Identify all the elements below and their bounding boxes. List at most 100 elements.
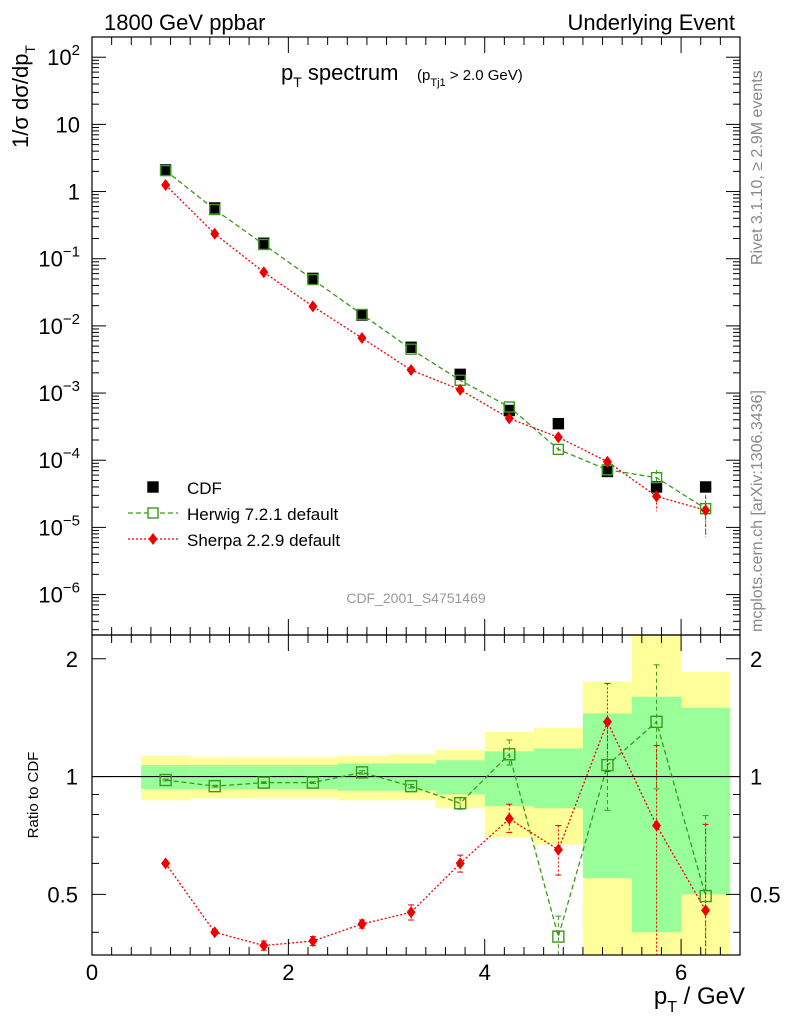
main-ytick-exp: −4 (63, 445, 80, 462)
ratio-sherpa-point-7 (504, 812, 514, 825)
ratio-xtick-label-0: 0 (86, 960, 98, 985)
main-series (159, 164, 712, 537)
sherpa-point-0 (161, 179, 171, 192)
main-ytick-exp: 2 (72, 42, 80, 59)
main-ytick-base: 10 (38, 583, 62, 608)
cdf-point-8 (552, 417, 565, 430)
main-ytick-label-6: 1 (68, 180, 80, 205)
band-inner-11 (681, 707, 731, 895)
main-ytick-base: 10 (38, 247, 62, 272)
ratio-herwig-point-8 (552, 930, 565, 943)
cdf-point-6 (454, 368, 466, 381)
ratio-ytick-label-left-2: 2 (66, 647, 78, 672)
ratio-sherpa-point-5 (406, 906, 416, 919)
main-ytick-label-3: 10−3 (38, 378, 80, 406)
ratio-sherpa-point-4 (357, 918, 367, 931)
legend-sherpa-marker (148, 533, 158, 545)
main-ytick-label-2: 10−4 (38, 445, 80, 473)
main-ytick-base: 10 (38, 515, 62, 540)
herwig-point-8 (552, 443, 565, 456)
x-axis-label: pT / GeV (654, 983, 745, 1016)
herwig-point-0 (159, 164, 172, 177)
ratio-ytick-label-right-0: 0.5 (750, 882, 781, 907)
ratio-herwig-point-11 (699, 889, 712, 903)
ratio-series (159, 664, 712, 955)
legend-label-1: Herwig 7.2.1 default (187, 505, 338, 524)
plot-title: pT spectrum (281, 60, 398, 90)
sherpa-point-11 (701, 504, 711, 517)
ratio-herwig-line (165, 720, 707, 940)
main-ytick-base: 10 (38, 448, 62, 473)
herwig-line (165, 170, 706, 510)
main-ytick-base: 10 (47, 45, 71, 70)
legend: CDF Herwig 7.2.1 default Sherpa 2.2.9 defa… (128, 479, 340, 550)
rivet-label: Rivet 3.1.10, ≥ 2.9M events (749, 70, 766, 265)
main-ytick-label-5: 10−1 (38, 244, 80, 272)
sherpa-point-8 (553, 431, 563, 444)
main-ytick-label-1: 10−5 (38, 512, 80, 540)
sherpa-point-4 (357, 332, 367, 345)
ratio-ylabel: Ratio to CDF (25, 752, 42, 839)
herwig-point-3 (307, 273, 319, 286)
analysis-watermark: CDF_2001_S4751469 (346, 590, 486, 606)
band-inner-8 (533, 748, 583, 809)
ratio-ytick-label-right-2: 2 (750, 647, 762, 672)
main-ylabel: 1/σ dσ/dpT (8, 45, 38, 148)
plot-title-cut: (pTj1 > 2.0 GeV) (417, 67, 523, 89)
ratio-sherpa-point-11 (701, 904, 711, 917)
main-ytick-label-7: 10 (56, 112, 80, 137)
herwig-point-4 (356, 308, 368, 321)
main-ytick-base: 10 (38, 314, 62, 339)
legend-cdf-marker (147, 481, 159, 493)
ratio-herwig-point-3 (306, 776, 320, 789)
sherpa-point-3 (308, 300, 318, 313)
ratio-herwig-point-2 (257, 776, 271, 789)
ratio-herwig-point-0 (159, 773, 172, 787)
herwig-point-5 (405, 343, 417, 355)
sherpa-point-2 (259, 266, 269, 279)
main-ytick-base: 10 (56, 112, 80, 137)
ratio-ytick-label-left-1: 1 (66, 765, 78, 790)
ratio-herwig-point-5 (404, 779, 418, 793)
legend-herwig-marker (147, 507, 159, 519)
ratio-sherpa-point-2 (259, 939, 269, 952)
ratio-herwig-point-7 (503, 748, 516, 761)
ratio-xtick-label-1: 2 (282, 960, 294, 985)
ratio-axis-ticks: 0 2 4 6 0.5 0.5 1 1 2 2 (47, 635, 781, 985)
ratio-herwig-point-10 (650, 715, 663, 729)
sherpa-point-6 (455, 383, 465, 396)
sherpa-point-10 (652, 490, 662, 503)
legend-label-2: Sherpa 2.2.9 default (187, 531, 340, 550)
sherpa-point-1 (210, 227, 220, 240)
herwig-point-10 (650, 471, 663, 484)
sherpa-point-7 (504, 412, 514, 425)
ratio-sherpa-point-6 (455, 857, 465, 870)
herwig-point-7 (503, 401, 515, 413)
sherpa-point-5 (406, 364, 416, 377)
sherpa-line (165, 184, 706, 511)
ratio-sherpa-point-1 (210, 926, 220, 939)
ratio-herwig-point-9 (601, 758, 614, 772)
herwig-point-2 (258, 238, 270, 251)
ratio-sherpa-point-9 (602, 715, 612, 728)
ratio-herwig-point-6 (453, 796, 467, 810)
ratio-xtick-label-2: 4 (479, 960, 491, 985)
ratio-sherpa-point-10 (652, 819, 662, 832)
cdf-point-11 (699, 481, 712, 493)
sherpa-point-9 (602, 455, 612, 468)
main-ytick-exp: −6 (63, 580, 80, 597)
herwig-point-1 (209, 203, 221, 216)
legend-label-0: CDF (187, 479, 222, 498)
mcplots-label: mcplots.cern.ch [arXiv:1306.3436] (749, 390, 766, 632)
ratio-ytick-label-left-0: 0.5 (47, 882, 78, 907)
main-ytick-label-0: 10−6 (38, 580, 80, 608)
main-ytick-exp: −5 (63, 512, 80, 529)
ratio-herwig-point-1 (208, 779, 221, 793)
main-ytick-label-4: 10−2 (38, 311, 80, 339)
ratio-ytick-label-right-1: 1 (750, 765, 762, 790)
header-left: 1800 GeV ppbar (104, 10, 265, 35)
main-ytick-exp: −2 (63, 311, 80, 328)
main-ytick-label-8: 102 (47, 42, 80, 70)
